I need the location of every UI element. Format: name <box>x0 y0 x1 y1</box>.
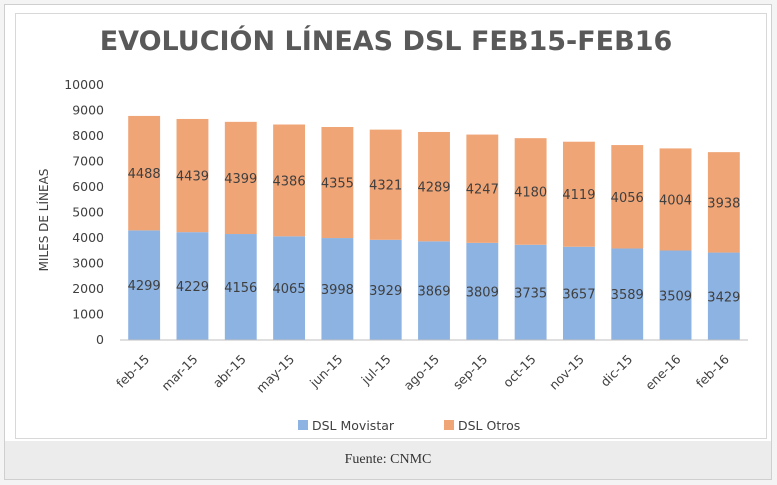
x-tick-label: jun-15 <box>306 352 345 391</box>
x-tick-label: ago-15 <box>400 352 442 394</box>
y-tick-label: 1000 <box>72 307 104 322</box>
bar-segment <box>176 232 209 340</box>
data-label: 3869 <box>417 285 450 300</box>
figure-frame: EVOLUCIÓN LÍNEAS DSL FEB15-FEB16 MILES D… <box>4 4 772 480</box>
bar-segment <box>369 239 402 340</box>
bar-segment <box>224 121 257 235</box>
bar-segment <box>128 115 161 231</box>
bar-segment <box>562 246 595 340</box>
caption-bar: Fuente: CNMC <box>5 441 771 479</box>
x-tick-label: dic-15 <box>597 352 635 390</box>
bar-segment <box>707 152 740 253</box>
bar-segment <box>562 141 595 247</box>
data-label: 3929 <box>369 284 402 299</box>
bar-segment <box>224 234 257 340</box>
y-tick-label: 3000 <box>72 256 104 271</box>
x-tick-label: ene-16 <box>642 351 684 393</box>
bar-segment <box>466 134 499 243</box>
data-label: 3429 <box>707 290 740 305</box>
y-axis-label: MILES DE LÍNEAS <box>36 169 51 272</box>
y-tick-label: 8000 <box>72 128 104 143</box>
bar-segment <box>369 129 402 240</box>
figure-caption: Fuente: CNMC <box>344 452 432 467</box>
bars-group: 4299 4488 4229 4439 4156 4399 4065 4386 3998 4355… <box>128 115 740 340</box>
data-label: 4119 <box>562 188 595 203</box>
y-tick-label: 4000 <box>72 230 104 245</box>
y-tick-label: 9000 <box>72 103 104 118</box>
data-label: 3509 <box>659 289 692 304</box>
y-tick-label: 6000 <box>72 179 104 194</box>
data-label: 4321 <box>369 179 402 194</box>
x-tick-label: abr-15 <box>210 352 249 391</box>
x-tick-label: mar-15 <box>158 352 200 394</box>
data-label: 3589 <box>611 288 644 303</box>
bar-segment <box>321 126 354 239</box>
chart-container: EVOLUCIÓN LÍNEAS DSL FEB15-FEB16 MILES D… <box>15 13 767 439</box>
legend-swatch <box>298 420 308 430</box>
bar-segment <box>659 250 692 340</box>
data-label: 4355 <box>321 177 354 192</box>
x-tick-label: nov-15 <box>546 352 587 393</box>
legend-label: DSL Movistar <box>312 418 395 433</box>
bar-segment <box>707 252 740 340</box>
legend: DSL Movistar DSL Otros <box>298 418 520 433</box>
data-label: 3809 <box>466 285 499 300</box>
x-tick-label: feb-15 <box>113 352 152 391</box>
data-label: 4156 <box>224 281 257 296</box>
data-label: 4439 <box>176 170 209 185</box>
data-label: 4056 <box>611 191 644 206</box>
bar-segment <box>273 124 306 237</box>
bar-segment <box>659 148 692 251</box>
stacked-bar-chart: EVOLUCIÓN LÍNEAS DSL FEB15-FEB16 MILES D… <box>36 25 748 433</box>
bar-segment <box>176 118 209 233</box>
y-tick-label: 2000 <box>72 281 104 296</box>
bar-segment <box>273 236 306 340</box>
y-axis: 0 1000 2000 3000 4000 5000 6000 7000 8000 9000 100… <box>64 77 104 347</box>
bar-segment <box>611 145 644 249</box>
y-tick-label: 5000 <box>72 205 104 220</box>
x-tick-label: sep-15 <box>450 352 491 393</box>
y-tick-label: 0 <box>96 332 104 347</box>
chart-title: EVOLUCIÓN LÍNEAS DSL FEB15-FEB16 <box>100 25 673 57</box>
legend-label: DSL Otros <box>458 418 520 433</box>
bar-segment <box>514 138 547 245</box>
data-label: 4289 <box>417 181 450 196</box>
x-tick-label: jul-15 <box>358 352 394 388</box>
data-label: 4180 <box>514 185 547 200</box>
bar-segment <box>611 248 644 340</box>
data-label: 4488 <box>128 167 161 182</box>
data-label: 3998 <box>321 283 354 298</box>
bar-segment <box>418 131 450 242</box>
bar-segment <box>128 230 161 340</box>
data-label: 4247 <box>466 183 499 198</box>
bar-segment <box>466 242 499 340</box>
data-label: 4004 <box>659 193 692 208</box>
data-label: 4229 <box>176 280 209 295</box>
data-label: 4399 <box>224 172 257 187</box>
data-label: 3735 <box>514 286 547 301</box>
bar-segment <box>514 244 547 340</box>
y-tick-label: 10000 <box>64 77 104 92</box>
data-label: 4299 <box>128 279 161 294</box>
x-tick-label: feb-16 <box>693 351 732 390</box>
bar-segment <box>321 238 354 340</box>
x-tick-label: oct-15 <box>500 352 539 391</box>
x-tick-label: may-15 <box>253 352 297 396</box>
legend-swatch <box>444 420 454 430</box>
x-axis: feb-15 mar-15 abr-15 may-15 jun-15 jul-15 ago-… <box>113 339 748 396</box>
data-label: 3657 <box>562 287 595 302</box>
y-tick-label: 7000 <box>72 154 104 169</box>
data-label: 4386 <box>273 174 306 189</box>
data-label: 3938 <box>707 196 740 211</box>
data-label: 4065 <box>273 282 306 297</box>
bar-segment <box>418 241 450 340</box>
